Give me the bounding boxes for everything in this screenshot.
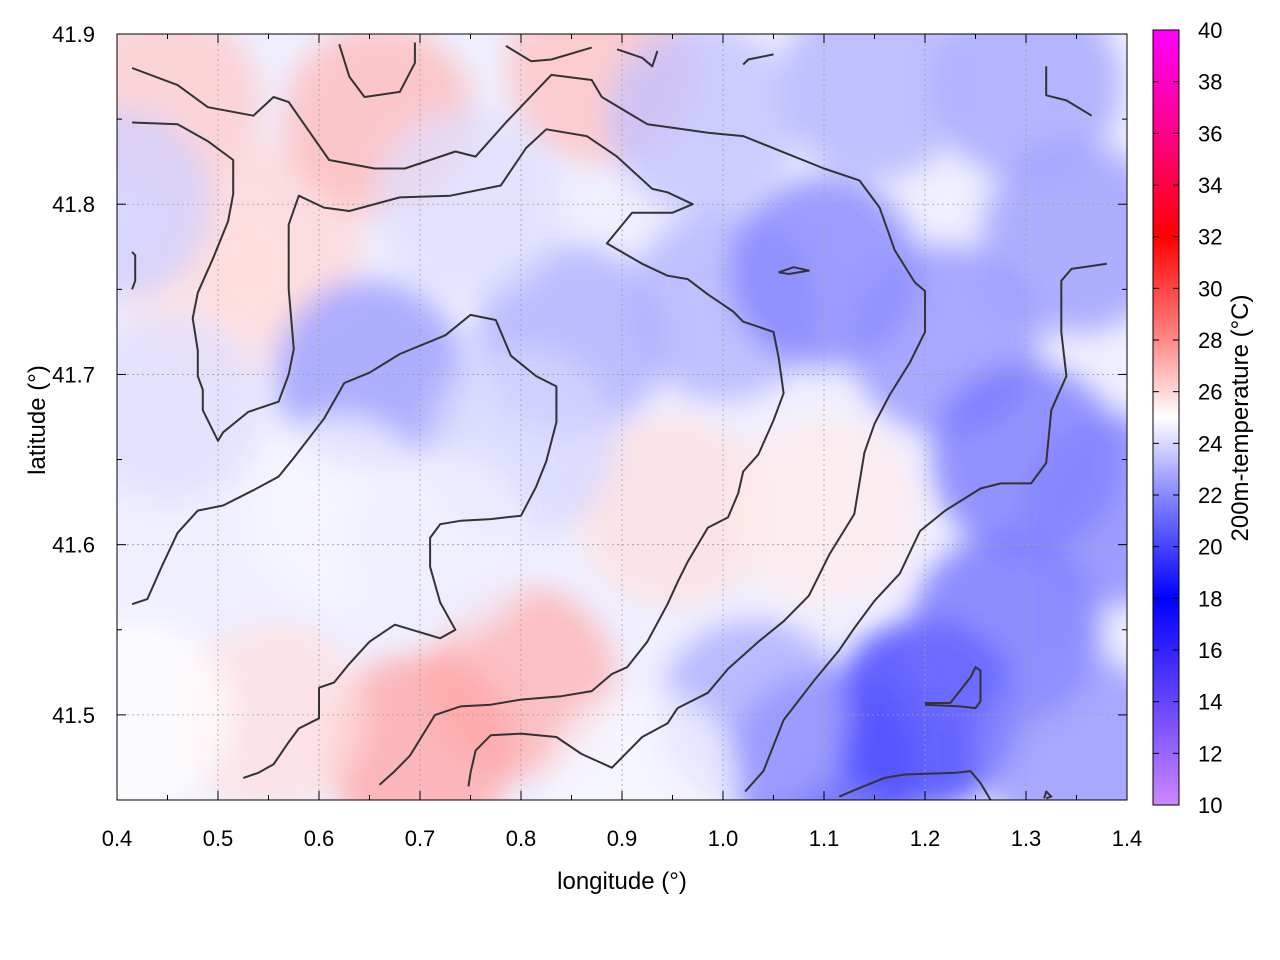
colorbar-tick-label: 22 xyxy=(1198,483,1222,508)
x-tick-label: 1.4 xyxy=(1112,826,1143,851)
contour-line xyxy=(131,251,137,290)
x-axis-title: longitude (°) xyxy=(557,868,687,895)
colorbar-tick-label: 38 xyxy=(1198,70,1222,95)
contour-line xyxy=(616,48,659,68)
y-axis-title: latitude (°) xyxy=(24,365,51,475)
heatmap-cell xyxy=(325,653,515,800)
colorbar-tick-label: 18 xyxy=(1198,586,1222,611)
x-tick-label: 1.1 xyxy=(809,826,840,851)
contour-line xyxy=(1045,66,1093,117)
contour-line xyxy=(1043,790,1053,800)
heatmap-cell xyxy=(117,313,263,504)
colorbar-tick-label: 40 xyxy=(1198,18,1222,43)
y-tick-label: 41.5 xyxy=(52,703,95,728)
colorbar-tick-label: 24 xyxy=(1198,431,1222,456)
colorbar-tick-label: 26 xyxy=(1198,380,1222,405)
heatmap-cell xyxy=(981,143,1127,334)
y-tick-labels: 41.5 41.6 41.7 41.8 41.9 xyxy=(52,22,95,728)
heatmap-cell xyxy=(117,109,212,300)
contour-line xyxy=(778,266,810,275)
colorbar-tick-labels: 10 12 14 16 18 20 22 24 26 28 30 32 34 36 38 40 xyxy=(1198,18,1222,818)
contour-line xyxy=(505,45,592,63)
y-tick-label: 41.6 xyxy=(52,533,95,558)
y-tick-label: 41.7 xyxy=(52,362,95,387)
x-tick-label: 0.7 xyxy=(405,826,436,851)
contour-line xyxy=(838,770,992,800)
colorbar-tick-label: 30 xyxy=(1198,276,1222,301)
colorbar-tick-label: 14 xyxy=(1198,690,1222,715)
x-tick-label: 0.6 xyxy=(304,826,335,851)
x-tick-label: 0.8 xyxy=(506,826,537,851)
x-tick-label: 1.2 xyxy=(910,826,941,851)
colorbar-tick-label: 16 xyxy=(1198,638,1222,663)
x-tick-label: 1.0 xyxy=(708,826,739,851)
heatmap-cell xyxy=(375,109,566,300)
contour-line xyxy=(924,666,982,710)
axis-ticks xyxy=(116,33,1128,801)
heatmap-cell xyxy=(345,449,536,640)
colorbar xyxy=(1152,29,1180,806)
x-tick-labels: 0.4 0.5 0.6 0.7 0.8 0.9 1.0 1.1 1.2 1.3 1.4 xyxy=(102,826,1143,851)
heatmap-cell xyxy=(1021,415,1127,606)
heatmap-field xyxy=(117,34,1127,800)
colorbar-title: 200m-temperature (°C) xyxy=(1227,294,1254,541)
contour-line xyxy=(131,67,926,787)
contour-line xyxy=(744,262,1107,793)
heatmap-cell xyxy=(779,34,970,181)
x-tick-label: 1.3 xyxy=(1011,826,1042,851)
heatmap-cell xyxy=(547,688,738,800)
y-tick-label: 41.8 xyxy=(52,192,95,217)
contour-lines xyxy=(131,42,1107,800)
contour-line xyxy=(132,121,785,786)
colorbar-tick-label: 10 xyxy=(1198,793,1222,818)
heatmap-cell xyxy=(931,34,1121,181)
x-tick-label: 0.4 xyxy=(102,826,133,851)
x-tick-label: 0.9 xyxy=(607,826,638,851)
colorbar-tick-label: 34 xyxy=(1198,173,1222,198)
colorbar-ticks xyxy=(1153,29,1179,806)
colorbar-tick-label: 12 xyxy=(1198,741,1222,766)
contour-line xyxy=(742,53,774,66)
contour-line xyxy=(338,42,416,98)
colorbar-tick-label: 36 xyxy=(1198,121,1222,146)
heatmap-cell xyxy=(117,619,233,800)
contour-line xyxy=(131,313,558,779)
colorbar-tick-label: 28 xyxy=(1198,328,1222,353)
x-tick-label: 0.5 xyxy=(203,826,234,851)
heatmap-cell xyxy=(607,34,798,215)
heatmap-cell xyxy=(577,415,768,606)
colorbar-tick-label: 20 xyxy=(1198,535,1222,560)
heatmap-cell xyxy=(981,653,1127,800)
colorbar-tick-label: 32 xyxy=(1198,225,1222,250)
y-tick-label: 41.9 xyxy=(52,22,95,47)
